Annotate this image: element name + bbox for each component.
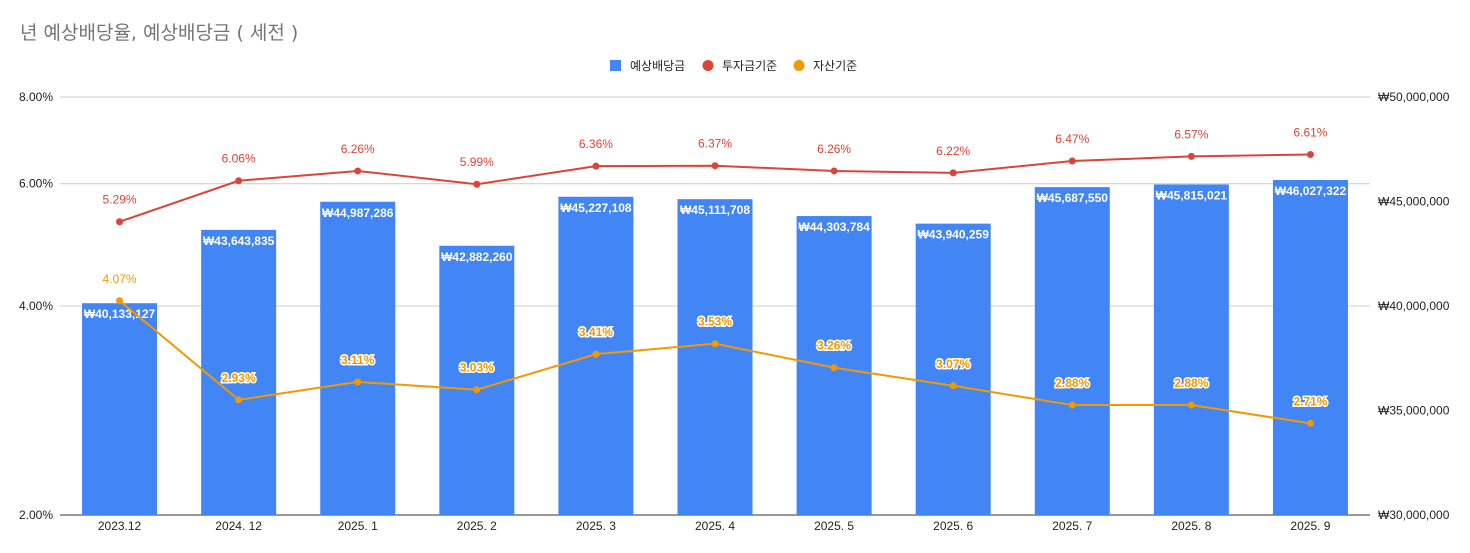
bar-data-label: ₩40,133,127	[84, 307, 156, 321]
x-tick-label: 2025. 6	[933, 519, 973, 533]
legend-asset-basis-swatch	[793, 60, 805, 71]
asset-basis-point	[830, 364, 838, 372]
asset-basis-point	[1306, 419, 1314, 427]
bar-data-label: ₩45,815,021	[1156, 188, 1228, 202]
invest-basis-point	[711, 162, 719, 170]
asset-basis-data-label: 2.71%	[1293, 394, 1327, 408]
bar-data-label: ₩44,303,784	[798, 220, 870, 234]
asset-basis-data-label: 3.03%	[460, 361, 494, 375]
x-tick-label: 2025. 8	[1171, 519, 1211, 533]
asset-basis-point	[711, 340, 719, 348]
asset-basis-data-label: 4.07%	[103, 272, 137, 286]
y-left-tick-label: 8.00%	[19, 90, 53, 104]
legend-invest-basis-swatch	[702, 60, 714, 71]
asset-basis-data-label: 3.11%	[341, 353, 375, 367]
asset-basis-point	[1187, 401, 1195, 409]
asset-basis-data-label: 3.26%	[817, 339, 851, 353]
y-right-tick-label: ₩35,000,000	[1378, 404, 1450, 418]
legend-asset-basis-label: 자산기준	[813, 59, 857, 73]
asset-basis-point	[949, 382, 957, 390]
invest-basis-point	[830, 167, 838, 175]
invest-basis-point	[1187, 152, 1195, 160]
chart-title: 년 예상배당율, 예상배당금 ( 세전 )	[20, 22, 299, 44]
asset-basis-point	[1068, 401, 1076, 409]
x-tick-label: 2025. 3	[576, 519, 616, 533]
asset-basis-point	[473, 386, 481, 394]
x-tick-label: 2025. 2	[457, 519, 497, 533]
y-left-tick-label: 6.00%	[19, 177, 53, 191]
bar	[320, 201, 396, 515]
invest-basis-data-label: 6.26%	[817, 142, 851, 156]
y-left-tick-label: 2.00%	[19, 508, 53, 522]
bar-data-label: ₩45,687,550	[1037, 191, 1109, 205]
bar-data-label: ₩42,882,260	[441, 250, 513, 264]
bar-data-label: ₩44,987,286	[322, 206, 394, 220]
x-tick-label: 2025. 5	[814, 519, 854, 533]
asset-basis-point	[592, 350, 600, 358]
bar	[439, 245, 515, 515]
y-right-tick-label: ₩30,000,000	[1378, 508, 1450, 522]
y-right-tick-label: ₩40,000,000	[1378, 299, 1450, 313]
y-right-tick-label: ₩45,000,000	[1378, 195, 1450, 209]
x-tick-label: 2025. 7	[1052, 519, 1092, 533]
invest-basis-data-label: 6.47%	[1055, 132, 1089, 146]
bar-data-label: ₩43,643,835	[203, 234, 275, 248]
asset-basis-point	[116, 297, 124, 305]
bar-data-label: ₩45,227,108	[560, 201, 632, 215]
bar	[915, 223, 991, 515]
invest-basis-data-label: 6.61%	[1293, 126, 1327, 140]
invest-basis-point	[949, 169, 957, 177]
invest-basis-data-label: 6.36%	[579, 137, 613, 151]
asset-basis-data-label: 3.53%	[698, 315, 732, 329]
invest-basis-point	[235, 177, 243, 185]
bar	[1034, 187, 1110, 516]
invest-basis-data-label: 6.37%	[698, 137, 732, 151]
invest-basis-point	[592, 162, 600, 170]
asset-basis-data-label: 2.88%	[1055, 376, 1089, 390]
asset-basis-point	[354, 378, 362, 386]
invest-basis-point	[1306, 151, 1314, 159]
asset-basis-point	[235, 396, 243, 404]
y-left-tick-label: 4.00%	[19, 299, 53, 313]
invest-basis-data-label: 5.29%	[103, 193, 137, 207]
invest-basis-data-label: 6.57%	[1174, 127, 1208, 141]
x-tick-label: 2024. 12	[215, 519, 262, 533]
invest-basis-point	[473, 180, 481, 188]
asset-basis-data-label: 2.88%	[1174, 376, 1208, 390]
y-right-tick-label: ₩50,000,000	[1378, 90, 1450, 104]
bar	[1272, 180, 1348, 515]
asset-basis-data-label: 2.93%	[222, 371, 256, 385]
invest-basis-data-label: 6.22%	[936, 144, 970, 158]
bar-data-label: ₩45,111,708	[680, 203, 750, 217]
x-tick-label: 2023.12	[98, 519, 142, 533]
bar	[201, 229, 277, 515]
invest-basis-point	[1068, 157, 1076, 165]
asset-basis-data-label: 3.07%	[936, 357, 970, 371]
invest-basis-data-label: 5.99%	[460, 155, 494, 169]
x-tick-label: 2025. 9	[1290, 519, 1330, 533]
bar-data-label: ₩43,940,259	[917, 228, 989, 242]
invest-basis-data-label: 6.26%	[341, 142, 375, 156]
x-tick-label: 2025. 1	[338, 519, 378, 533]
bar	[1153, 184, 1229, 515]
bar	[82, 303, 158, 515]
legend-bar-swatch	[610, 60, 621, 71]
legend-invest-basis-label: 투자금기준	[722, 59, 777, 73]
invest-basis-data-label: 6.06%	[222, 152, 256, 166]
invest-basis-point	[116, 218, 124, 226]
x-tick-label: 2025. 4	[695, 519, 735, 533]
bar-data-label: ₩46,027,322	[1275, 184, 1347, 198]
asset-basis-data-label: 3.41%	[579, 325, 613, 339]
invest-basis-point	[354, 167, 362, 175]
legend-bar-label: 예상배당금	[630, 59, 685, 73]
bar	[677, 199, 753, 516]
